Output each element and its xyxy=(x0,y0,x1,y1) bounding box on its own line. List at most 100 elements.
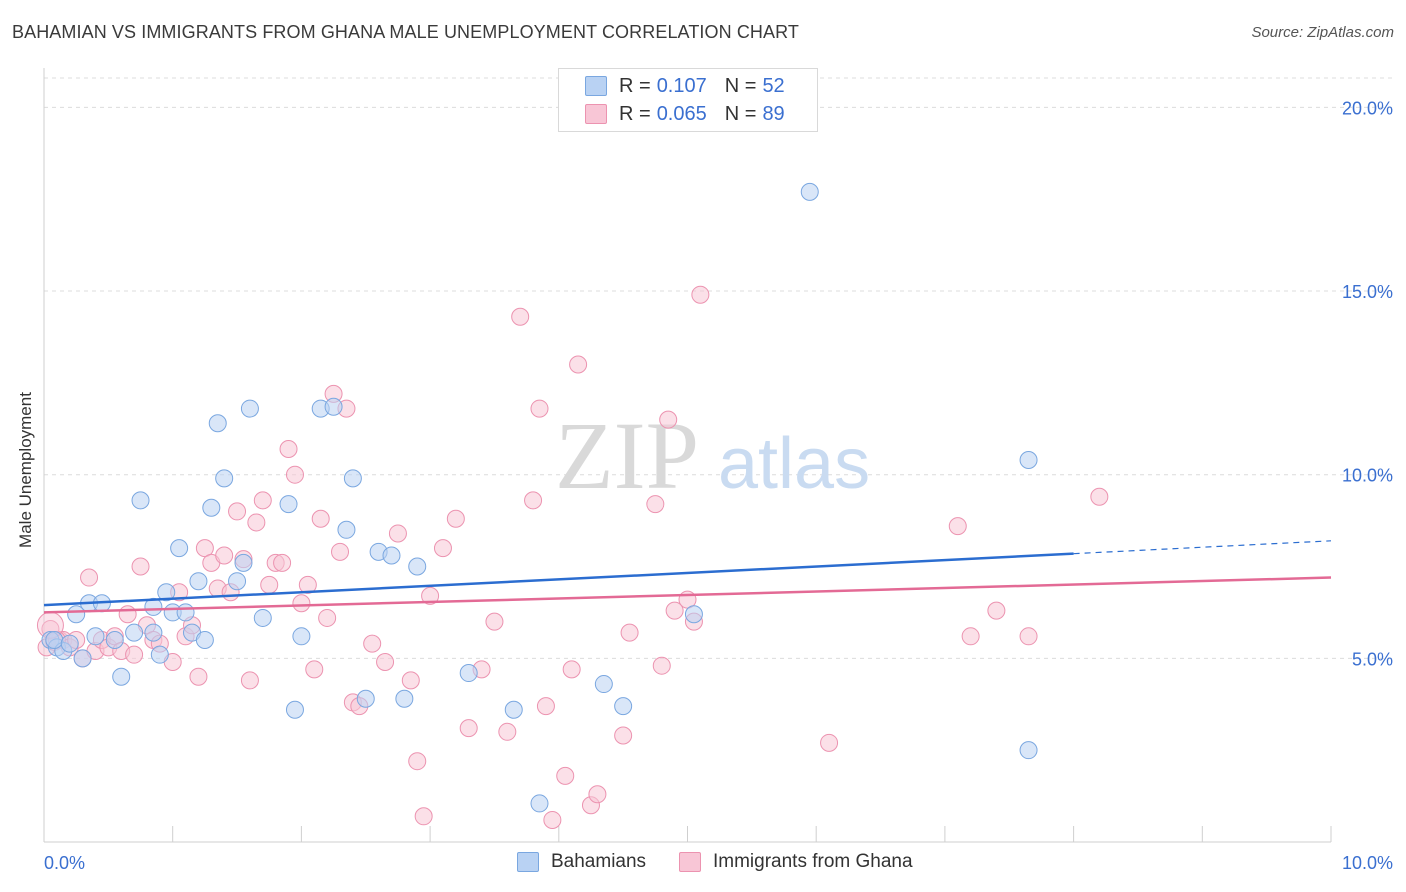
ghana-point xyxy=(614,726,633,745)
bahamian-point xyxy=(1019,451,1038,469)
bahamian-point xyxy=(292,627,311,646)
legend-item-bahamians[interactable]: Bahamians xyxy=(517,851,646,873)
bahamian-point xyxy=(170,539,189,558)
ghana-point xyxy=(646,495,665,514)
bahamian-point xyxy=(112,667,131,686)
bahamian-point xyxy=(240,399,259,418)
ghana-point xyxy=(569,355,588,374)
ghana-point xyxy=(376,653,395,672)
trend-lines xyxy=(43,540,1332,614)
legend-swatch-blue xyxy=(585,76,607,96)
ghana-point xyxy=(659,410,678,429)
ghana-point xyxy=(318,608,337,627)
legend-series: Bahamians Immigrants from Ghana xyxy=(0,851,1406,877)
bahamian-point xyxy=(228,572,247,591)
y-tick-label: 10.0% xyxy=(1342,466,1393,486)
trend-line-bahamians-extension xyxy=(1073,540,1332,555)
n-label: N = xyxy=(724,74,757,97)
ghana-point xyxy=(228,502,247,521)
x-tick-labels: 0.0% 10.0% xyxy=(44,853,1393,873)
bahamian-point xyxy=(504,700,523,719)
ghana-point xyxy=(279,439,298,458)
bahamian-point xyxy=(285,700,304,719)
bahamian-point xyxy=(234,553,253,572)
ghana-point xyxy=(285,465,304,484)
y-tick-label: 20.0% xyxy=(1342,98,1393,118)
n-label: N = xyxy=(724,102,757,125)
ghana-point xyxy=(240,671,259,690)
ghana-point xyxy=(118,605,137,624)
ghana-point xyxy=(363,634,382,653)
source-label: Source: ZipAtlas.com xyxy=(1251,24,1394,41)
ghana-point xyxy=(408,752,427,771)
legend-row-ghana: R = 0.065 N = 89 xyxy=(585,102,785,126)
legend-label-bahamians: Bahamians xyxy=(551,851,647,872)
ghana-point xyxy=(961,627,980,646)
ghana-point xyxy=(305,660,324,679)
ghana-point xyxy=(247,513,266,532)
r-value: 0.107 xyxy=(656,74,707,97)
ghana-point xyxy=(1019,627,1038,646)
ghana-point xyxy=(260,575,279,594)
legend-swatch-pink xyxy=(585,104,607,124)
r-value: 0.065 xyxy=(656,102,707,125)
trend-line-ghana xyxy=(43,576,1332,614)
legend-row-bahamians: R = 0.107 N = 52 xyxy=(585,74,785,98)
ghana-point xyxy=(459,719,478,738)
bahamian-point xyxy=(800,182,819,201)
bahamian-point xyxy=(131,491,150,510)
bahamian-point xyxy=(73,649,92,668)
ghana-point xyxy=(620,623,639,642)
ghana-point xyxy=(588,785,607,804)
r-label: R = xyxy=(619,102,651,125)
legend-label-ghana: Immigrants from Ghana xyxy=(713,851,913,872)
watermark-zip: ZIP xyxy=(555,402,699,509)
bahamian-point xyxy=(382,546,401,565)
ghana-point xyxy=(253,491,272,510)
ghana-point xyxy=(530,399,549,418)
bahamian-point xyxy=(343,469,362,488)
bahamian-point xyxy=(324,397,343,416)
bahamian-point xyxy=(150,645,169,664)
ghana-point xyxy=(948,517,967,536)
ghana-point xyxy=(446,509,465,528)
bahamian-point xyxy=(202,498,221,517)
legend-item-ghana[interactable]: Immigrants from Ghana xyxy=(679,851,913,873)
trend-line-bahamians xyxy=(43,552,1074,607)
bahamian-point xyxy=(395,689,414,708)
ghana-point xyxy=(273,553,292,572)
bahamian-point xyxy=(125,623,144,642)
x-tick-label: 0.0% xyxy=(44,853,85,873)
ghana-point xyxy=(524,491,543,510)
ghana-point xyxy=(543,810,562,829)
bahamian-point xyxy=(408,557,427,576)
ghana-point xyxy=(556,766,575,785)
ghana-point xyxy=(292,594,311,613)
bahamian-point xyxy=(337,520,356,539)
ghana-point xyxy=(433,539,452,558)
ghana-point xyxy=(562,660,581,679)
legend-swatch-blue xyxy=(517,852,539,872)
bahamian-point xyxy=(67,605,86,624)
ghana-point xyxy=(498,722,517,741)
bahamian-point xyxy=(530,794,549,813)
legend-stats: R = 0.107 N = 52 R = 0.065 N = 89 xyxy=(558,68,818,132)
ghana-point xyxy=(1090,487,1109,506)
legend-swatch-pink xyxy=(679,852,701,872)
bahamian-point xyxy=(60,634,79,653)
ghana-point xyxy=(401,671,420,690)
bahamian-point xyxy=(1019,741,1038,760)
ghana-point xyxy=(421,586,440,605)
ghana-point xyxy=(414,807,433,826)
bahamian-point xyxy=(144,623,163,642)
n-value: 52 xyxy=(762,74,785,97)
bahamian-point xyxy=(356,689,375,708)
x-tick-label: 10.0% xyxy=(1342,853,1393,873)
ghana-point xyxy=(652,656,671,675)
bahamian-point xyxy=(215,469,234,488)
watermark: ZIP atlas xyxy=(555,402,870,509)
y-tick-label: 5.0% xyxy=(1352,649,1393,669)
series-ghana-points xyxy=(36,285,1109,829)
bahamian-point xyxy=(157,583,176,602)
